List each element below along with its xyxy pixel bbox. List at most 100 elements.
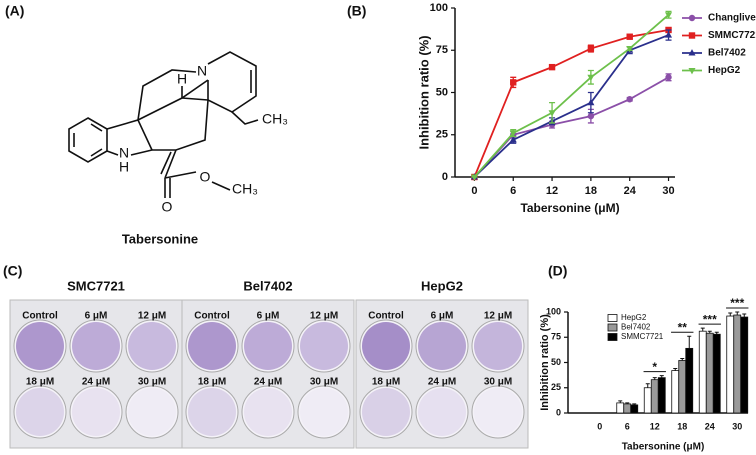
well-stain xyxy=(16,388,64,436)
point xyxy=(587,112,595,120)
well xyxy=(185,385,239,439)
bar xyxy=(671,370,680,414)
point xyxy=(548,110,556,117)
well-label: 24 μM xyxy=(254,377,282,388)
well-stain xyxy=(72,388,120,436)
atom-label: N xyxy=(197,63,207,79)
panel-label: (A) xyxy=(5,3,24,19)
well-label: 12 μM xyxy=(310,311,338,322)
well-stain xyxy=(128,388,176,436)
well xyxy=(125,319,179,373)
y-tick-label: 100 xyxy=(430,2,448,14)
bar xyxy=(616,402,625,414)
point xyxy=(665,12,673,19)
well-label: 18 μM xyxy=(372,377,400,388)
point xyxy=(509,130,517,137)
well-stain xyxy=(362,388,410,436)
legend-label: Bel7402 xyxy=(708,48,746,59)
point xyxy=(548,63,556,71)
error-bar xyxy=(707,330,712,334)
x-tick-label: 12 xyxy=(650,421,660,431)
well-stain xyxy=(300,388,348,436)
y-axis-label: Inhibition ratio (%) xyxy=(416,35,431,149)
bar xyxy=(630,404,639,414)
well xyxy=(471,385,525,439)
well-stain xyxy=(474,322,522,370)
x-tick-label: 12 xyxy=(546,185,558,197)
well-label: 30 μM xyxy=(310,377,338,388)
well-stain xyxy=(418,322,466,370)
well-stain xyxy=(244,388,292,436)
error-bar xyxy=(652,377,657,380)
atom-label: H xyxy=(119,159,129,175)
compound-name: Tabersonine xyxy=(122,231,198,246)
well-stain xyxy=(188,388,236,436)
error-bar xyxy=(659,375,664,378)
bar xyxy=(623,403,632,414)
bar xyxy=(657,377,666,414)
error-bar xyxy=(625,402,630,404)
atom-label: N xyxy=(119,145,129,161)
well-stain xyxy=(362,322,410,370)
y-axis-label: Inhibition ratio (%) xyxy=(539,314,551,411)
x-tick-label: 24 xyxy=(705,421,715,431)
atom-label: H xyxy=(177,71,187,87)
plate-title: Bel7402 xyxy=(243,278,292,293)
plate-title: HepG2 xyxy=(421,278,463,293)
point xyxy=(470,174,478,181)
error-bar xyxy=(645,383,650,388)
well xyxy=(297,319,351,373)
error-bar xyxy=(735,311,740,316)
bar xyxy=(698,330,707,414)
plate-title: SMC7721 xyxy=(67,278,125,293)
y-tick-label: 75 xyxy=(436,44,448,56)
legend-label: Changliver xyxy=(708,13,756,24)
point xyxy=(587,74,595,82)
point xyxy=(626,96,633,103)
x-tick-label: 6 xyxy=(625,421,630,431)
bar xyxy=(685,347,694,414)
x-tick-label: 18 xyxy=(677,421,687,431)
point xyxy=(587,98,595,106)
significance-label: * xyxy=(652,360,657,374)
y-tick-label: 50 xyxy=(551,357,561,367)
x-tick-label: 18 xyxy=(585,185,597,197)
x-tick-label: 0 xyxy=(597,421,602,431)
legend-label: Bel7402 xyxy=(621,323,651,332)
legend-swatch xyxy=(607,314,618,322)
panel-label: (C) xyxy=(3,263,22,279)
bar xyxy=(705,332,714,414)
well xyxy=(241,385,295,439)
significance-label: ** xyxy=(678,320,688,334)
legend-label: SMMC7721 xyxy=(708,30,756,41)
error-bar xyxy=(673,368,678,371)
structure: N H CH₃ N H O O CH₃ Tabersonine xyxy=(68,51,288,246)
well-stain xyxy=(474,388,522,436)
series-line xyxy=(473,76,669,178)
error-bar xyxy=(632,403,637,405)
legend-marker xyxy=(688,32,696,39)
well-label: 12 μM xyxy=(484,311,512,322)
well-label: 30 μM xyxy=(484,377,512,388)
significance-label: *** xyxy=(703,312,717,326)
x-tick-label: 30 xyxy=(732,421,742,431)
point xyxy=(626,46,634,53)
well xyxy=(471,319,525,373)
bar xyxy=(740,316,749,414)
y-tick-label: 50 xyxy=(436,86,448,98)
atom-label: CH₃ xyxy=(232,181,258,197)
bar xyxy=(733,314,742,414)
bar xyxy=(726,315,735,414)
error-bar xyxy=(687,335,692,349)
well-stain xyxy=(128,322,176,370)
well-label: 30 μM xyxy=(138,377,166,388)
x-axis-label: Tabersonine (μM) xyxy=(622,442,705,453)
x-tick-label: 24 xyxy=(624,185,637,197)
legend-marker xyxy=(688,14,696,22)
error-bar xyxy=(618,400,623,403)
atom-label: CH₃ xyxy=(262,111,288,127)
legend-swatch xyxy=(607,323,618,332)
well-label: 6 μM xyxy=(257,311,280,322)
bar xyxy=(643,387,652,414)
well-stain xyxy=(418,388,466,436)
